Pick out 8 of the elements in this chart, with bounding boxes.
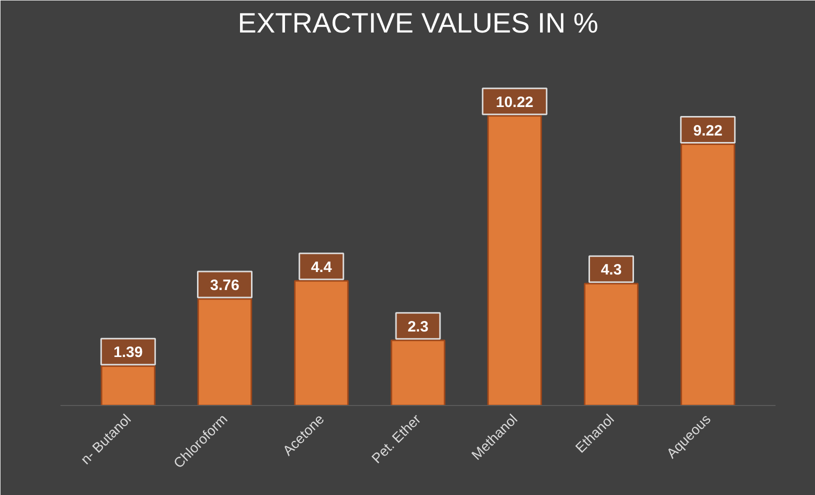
data-label: 4.4 [310,258,332,276]
data-label: 3.76 [210,276,240,294]
chart-title: EXTRACTIVE VALUES IN % [238,8,598,38]
data-label: 2.3 [408,318,428,336]
data-label: 10.22 [496,94,534,111]
data-label: 4.3 [600,262,622,279]
data-label: 1.39 [114,344,143,362]
data-label: 9.22 [693,122,722,140]
